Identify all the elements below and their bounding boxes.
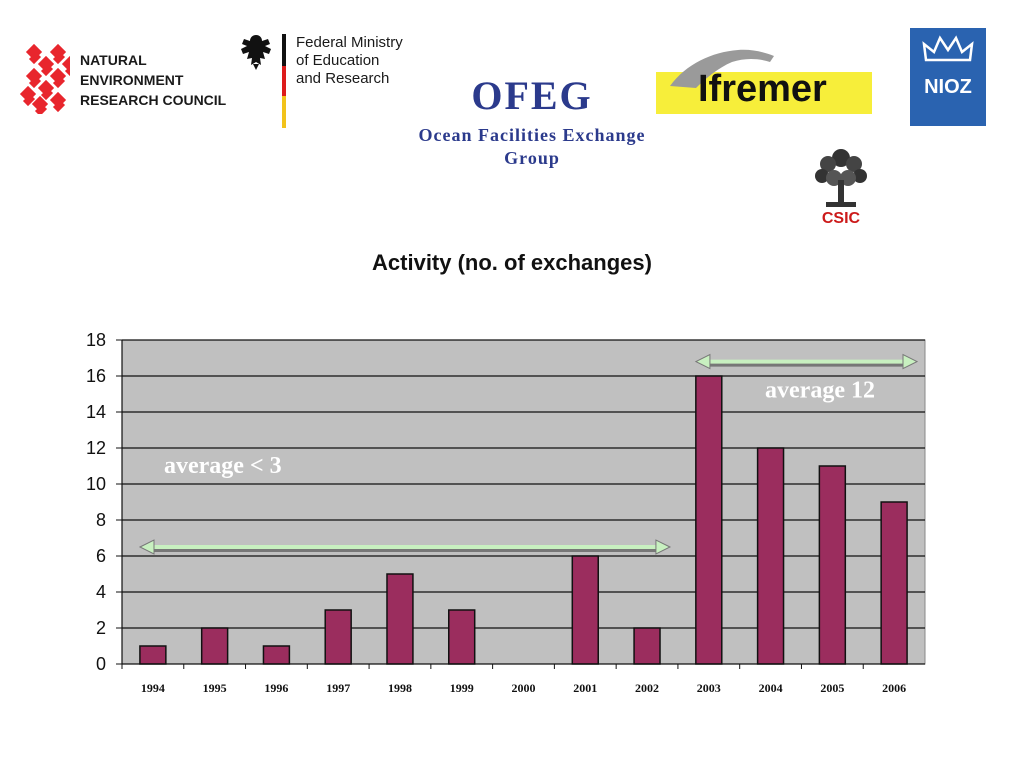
- arrow-head: [655, 539, 672, 555]
- ifremer-text: Ifremer: [698, 68, 827, 110]
- bar-2006: [880, 501, 908, 665]
- nerc-line-1: NATURAL: [80, 52, 147, 68]
- x-tick-label-1994: 1994: [141, 681, 165, 695]
- y-tick-label: 10: [86, 474, 106, 494]
- y-tick-label: 12: [86, 438, 106, 458]
- crown-icon: [922, 35, 974, 62]
- average-arrows: average < 3 average 12: [138, 353, 919, 555]
- nerc-logo: NATURAL ENVIRONMENT RESEARCH COUNCIL: [18, 44, 248, 114]
- bar-1998: [386, 573, 414, 665]
- bar-1999: [448, 609, 476, 665]
- bar-2001: [571, 555, 599, 665]
- bars: [139, 375, 908, 665]
- y-axis-ticks: 0 2 4 6 8 10 12 14 16 18: [86, 330, 122, 674]
- arrow-head: [138, 539, 155, 555]
- x-tick-label-2005: 2005: [820, 681, 844, 695]
- chart-title: Activity (no. of exchanges): [372, 250, 652, 275]
- y-tick-label: 4: [96, 582, 106, 602]
- ofeg-title: OFEG: [471, 73, 593, 118]
- y-tick-label: 8: [96, 510, 106, 530]
- bmbf-line-2: of Education: [296, 52, 380, 69]
- x-tick-label-1997: 1997: [326, 681, 350, 695]
- x-tick-label-1995: 1995: [203, 681, 227, 695]
- x-tick-label-1998: 1998: [388, 681, 412, 695]
- bmbf-logo: Federal Ministry of Education and Resear…: [238, 32, 428, 130]
- arrow-head: [694, 353, 711, 370]
- eagle-icon: [241, 35, 271, 70]
- csic-text: CSIC: [821, 210, 861, 227]
- ifremer-logo: Ifremer: [656, 46, 872, 114]
- x-tick-label-1996: 1996: [264, 681, 288, 695]
- x-tick-label-2004: 2004: [759, 681, 783, 695]
- ofeg-subtitle: Ocean Facilities Exchange Group: [392, 124, 672, 170]
- nerc-line-2: ENVIRONMENT: [80, 72, 184, 88]
- y-tick-label: 18: [86, 330, 106, 350]
- bar-1997: [324, 609, 352, 665]
- nerc-mark-icon: [19, 44, 70, 114]
- y-tick-label: 16: [86, 366, 106, 386]
- y-tick-label: 6: [96, 546, 106, 566]
- x-axis-ticks: 1994 1995 1996 1997 1998 1999 2000 2001 2002 2003…: [121, 664, 906, 695]
- y-tick-label: 2: [96, 618, 106, 638]
- arrow-head: [902, 353, 919, 370]
- dolphin-icon: [670, 49, 774, 88]
- bar-1996: [262, 645, 291, 665]
- gridlines: [122, 339, 925, 629]
- bmbf-line-1: Federal Ministry: [296, 34, 403, 51]
- y-tick-label: 0: [96, 654, 106, 674]
- x-tick-label-2002: 2002: [635, 681, 659, 695]
- bar-2002: [633, 627, 661, 665]
- ofeg-subtitle-line-2: Group: [504, 148, 560, 168]
- x-tick-label-2006: 2006: [882, 681, 906, 695]
- bar-1994: [139, 645, 167, 665]
- nioz-text: NIOZ: [924, 76, 972, 98]
- bar-2003: [695, 375, 723, 665]
- y-tick-label: 14: [86, 402, 106, 422]
- bmbf-line-3: and Research: [296, 70, 390, 87]
- bar-2004: [756, 447, 785, 665]
- tree-icon: [815, 149, 867, 207]
- x-tick-label-2000: 2000: [512, 681, 536, 695]
- annotation-1: average < 3: [164, 453, 282, 479]
- ofeg-subtitle-line-1: Ocean Facilities Exchange: [418, 125, 646, 145]
- bar-1995: [200, 627, 229, 665]
- csic-logo: CSIC: [806, 144, 876, 234]
- plot-area: [121, 339, 926, 665]
- annotation-2: average 12: [765, 378, 875, 404]
- bar-2005: [818, 465, 847, 665]
- x-tick-label-1999: 1999: [450, 681, 474, 695]
- x-tick-label-2003: 2003: [697, 681, 721, 695]
- x-tick-label-2001: 2001: [573, 681, 597, 695]
- nioz-logo: NIOZ: [910, 28, 986, 126]
- nerc-line-3: RESEARCH COUNCIL: [80, 92, 227, 108]
